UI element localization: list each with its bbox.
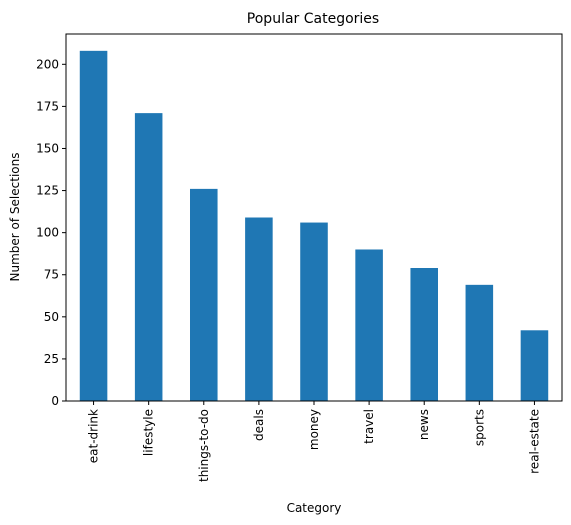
x-tick-label: eat-drink <box>87 409 101 463</box>
bars-group <box>79 50 549 402</box>
bar-news <box>410 268 438 401</box>
bar-sports <box>465 284 494 401</box>
bar-travel <box>355 249 383 401</box>
y-tick-label: 175 <box>36 99 59 113</box>
y-tick-label: 25 <box>44 352 59 366</box>
x-tick-label: real-estate <box>527 409 541 474</box>
y-tick-label: 200 <box>36 57 59 71</box>
y-tick-label: 125 <box>36 184 59 198</box>
plot-frame <box>65 33 563 402</box>
x-tick-label: lifestyle <box>142 409 156 456</box>
bar-things-to-do <box>190 188 218 401</box>
x-axis: eat-drink lifestyle things-to-do deals money… <box>87 401 541 482</box>
x-tick-label: money <box>307 409 321 450</box>
y-axis: 0 25 50 75 100 125 150 175 200 <box>36 57 66 408</box>
x-tick-label: sports <box>472 409 486 446</box>
x-tick-label: news <box>417 409 431 440</box>
bar-real-estate <box>520 330 549 401</box>
y-tick-label: 100 <box>36 226 59 240</box>
bar-deals <box>245 217 273 401</box>
y-axis-label: Number of Selections <box>8 153 22 282</box>
bar-eat-drink <box>79 50 108 401</box>
x-axis-label: Category <box>287 501 342 515</box>
y-tick-label: 0 <box>51 394 59 408</box>
y-tick-label: 50 <box>44 310 59 324</box>
x-tick-label: travel <box>362 409 376 444</box>
y-tick-label: 75 <box>44 268 59 282</box>
x-tick-label: deals <box>252 409 266 441</box>
x-tick-label: things-to-do <box>197 409 211 482</box>
chart-title: Popular Categories <box>247 11 379 27</box>
bar-lifestyle <box>134 113 163 402</box>
y-tick-label: 150 <box>36 141 59 155</box>
bar-money <box>300 222 328 401</box>
